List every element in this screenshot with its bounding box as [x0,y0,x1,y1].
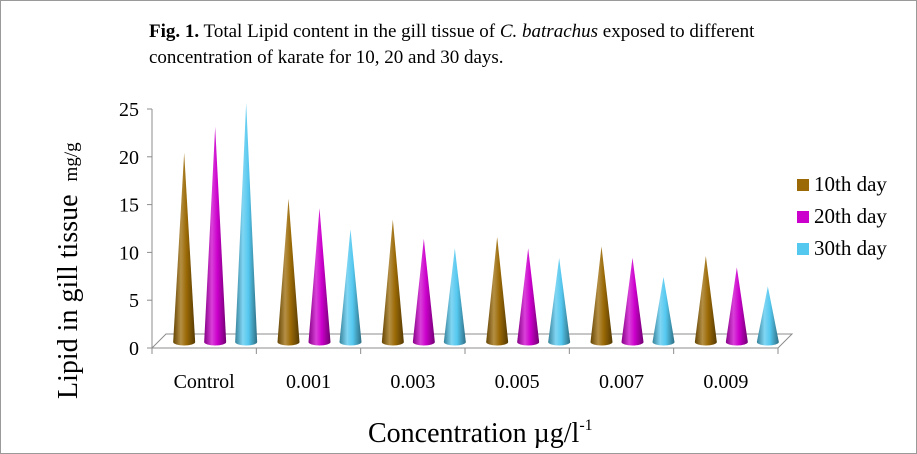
cone-body [590,246,613,346]
cone-body [204,126,227,346]
x-axis-title: Concentration µg/l [368,418,580,449]
cone-body [756,286,779,346]
x-axis-superscript: -1 [579,417,592,434]
legend-entry: 30th day [814,236,887,260]
cone-body [339,229,362,346]
cone-body [517,248,540,346]
cone-body [725,267,748,346]
y-tick-label: 5 [129,290,139,312]
cone-20th-day [412,238,435,346]
caption-text-1: Total Lipid content in the gill tissue o… [199,21,500,42]
cone-10th-day [173,152,196,346]
x-category-label: Control [174,371,236,393]
cone-body [381,219,404,346]
y-tick-label: 15 [119,195,139,217]
cone-20th-day [204,126,227,346]
cone-30th-day [443,248,466,346]
cone-30th-day [652,276,675,346]
legend-swatch [797,179,809,191]
cone-body [235,103,258,346]
cone-30th-day [756,286,779,346]
y-tick-label: 10 [119,242,139,264]
legend-swatch [797,243,809,255]
y-tick-label: 0 [129,338,139,360]
x-category-label: 0.005 [495,371,540,393]
chart-cones [173,103,779,346]
cone-20th-day [517,248,540,346]
cone-20th-day [308,208,331,346]
legend-entry: 20th day [814,204,887,228]
y-axis-unit: mg/g [61,142,82,182]
caption-text-2: exposed to different concentration of ka… [149,21,755,68]
cone-body [486,236,509,346]
y-axis-title: Lipid in gill tissue [53,194,84,399]
cone-body [621,257,644,346]
cone-body [652,276,675,346]
cone-10th-day [590,246,613,346]
y-tick-label: 20 [119,147,139,169]
x-category-label: 0.009 [703,371,748,393]
cone-body [277,198,300,346]
cone-body [694,255,717,346]
y-axis-ticks: 0 5 10 15 20 25 [119,99,152,360]
chart-legend: 10th day 20th day 30th day [797,172,887,260]
y-tick-label: 25 [119,99,139,121]
figure-label: Fig. 1. [149,21,200,42]
cone-body [412,238,435,346]
cone-10th-day [277,198,300,346]
y-axis-label: Lipid in gill tissue mg/g [53,142,84,399]
x-axis-ticks: Control 0.001 0.003 0.005 0.007 0.009 [151,348,779,393]
cone-body [443,248,466,346]
cone-30th-day [235,103,258,346]
x-category-label: 0.003 [390,371,435,393]
cone-30th-day [339,229,362,346]
cone-30th-day [548,257,571,346]
cone-20th-day [621,257,644,346]
figure-caption: Fig. 1. Total Lipid content in the gill … [149,19,849,71]
cone-body [548,257,571,346]
legend-swatch [797,211,809,223]
cone-body [173,152,196,346]
cone-10th-day [694,255,717,346]
cone-10th-day [486,236,509,346]
legend-entry: 10th day [814,172,887,196]
caption-species: C. batrachus [499,21,599,42]
x-axis-label: Concentration µg/l-1 [368,417,593,449]
x-category-label: 0.007 [599,371,644,393]
cone-10th-day [381,219,404,346]
cone-20th-day [725,267,748,346]
cone-body [308,208,331,346]
x-category-label: 0.001 [286,371,331,393]
